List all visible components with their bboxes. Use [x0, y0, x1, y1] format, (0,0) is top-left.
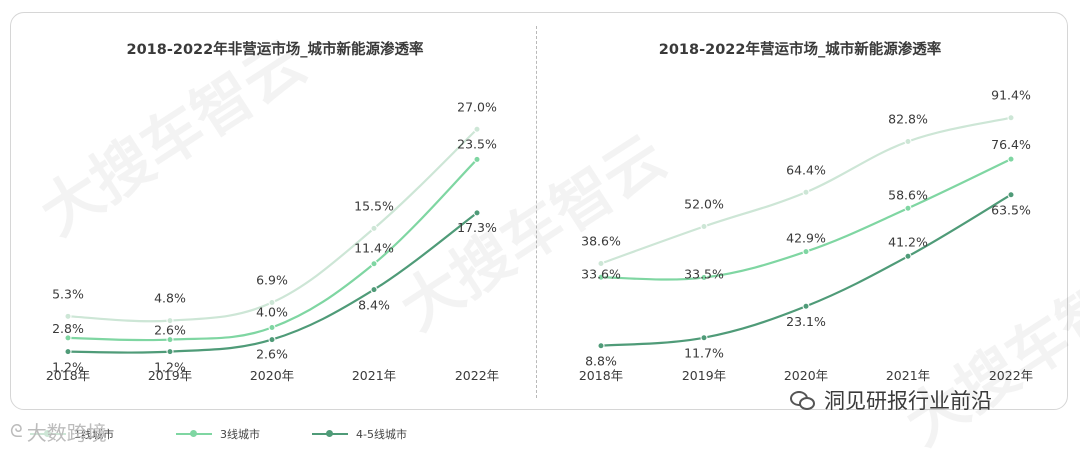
wechat-icon — [790, 389, 816, 411]
brand-right-text: 洞见研报行业前沿 — [824, 389, 992, 413]
x-tick-label-1-4: 2022年 — [989, 368, 1033, 383]
x-tick-label-0-4: 2022年 — [455, 368, 499, 383]
data-point-tier1-0-2 — [268, 299, 276, 307]
data-point-tier3-0-3 — [370, 260, 378, 268]
x-tick-label-0-2: 2020年 — [250, 368, 294, 383]
data-label-tier1-1-1: 52.0% — [684, 196, 724, 211]
data-label-tier3-1-2: 42.9% — [786, 231, 826, 246]
data-point-tier45-1-1 — [700, 334, 708, 342]
data-label-tier45-1-1: 11.7% — [684, 346, 724, 361]
data-point-tier45-1-2 — [802, 302, 810, 310]
data-point-tier1-1-3 — [904, 137, 912, 145]
brand-logo-icon: ᘓ — [10, 421, 23, 442]
series-line-tier3-0 — [67, 158, 478, 342]
data-label-tier3-1-1: 33.5% — [684, 267, 724, 282]
chart-panel-1: 38.6% 52.0% 64.4% 82.8% 91.4% 33.6% 33.5% 42.9%… — [579, 88, 1033, 383]
legend-label-tier45: 4-5线城市 — [356, 428, 407, 441]
legend-swatch-tier3 — [176, 430, 212, 437]
data-point-tier3-0-0 — [64, 334, 72, 342]
data-point-tier1-0-4 — [473, 125, 481, 133]
chart-title-non-operating: 2018-2022年非营运市场_城市新能源渗透率 — [126, 42, 424, 58]
data-point-tier45-0-2 — [268, 336, 276, 344]
data-label-tier1-0-4: 27.0% — [457, 99, 497, 114]
data-point-tier3-0-1 — [166, 336, 174, 344]
data-label-tier1-0-1: 4.8% — [154, 291, 186, 306]
data-label-tier1-1-4: 91.4% — [991, 88, 1031, 103]
data-label-tier3-0-3: 11.4% — [354, 241, 394, 256]
data-label-tier45-0-1: 1.2% — [154, 360, 186, 375]
brand-left-text: 大数跨境 — [26, 421, 107, 445]
data-point-tier1-0-0 — [64, 312, 72, 320]
data-label-tier3-0-4: 23.5% — [457, 136, 497, 151]
data-label-tier3-1-3: 58.6% — [888, 187, 928, 202]
chart-frame — [10, 12, 1068, 410]
data-label-tier45-0-0: 1.2% — [52, 360, 84, 375]
x-tick-label-0-1: 2019年 — [148, 368, 192, 383]
data-label-tier45-0-3: 8.4% — [358, 298, 390, 313]
data-point-tier45-0-0 — [64, 348, 72, 356]
x-tick-label-1-2: 2020年 — [784, 368, 828, 383]
brand-watermark-left: ᘓ 大数跨境 — [10, 417, 107, 446]
x-tick-label-1-0: 2018年 — [579, 368, 623, 383]
data-point-tier45-0-1 — [166, 348, 174, 356]
data-point-tier3-1-0 — [597, 273, 605, 281]
data-point-tier3-0-2 — [268, 324, 276, 332]
data-label-tier1-1-3: 82.8% — [888, 111, 928, 126]
chart-panel-0: 5.3% 4.8% 6.9% 15.5% 27.0% 2.8% 2.6% 4.0% 11.4% 2… — [46, 99, 499, 383]
data-point-tier45-1-4 — [1007, 191, 1015, 199]
data-label-tier45-1-3: 41.2% — [888, 234, 928, 249]
data-point-tier45-0-3 — [370, 286, 378, 294]
chart-title-operating: 2018-2022年营运市场_城市新能源渗透率 — [658, 42, 942, 58]
data-label-tier45-1-4: 63.5% — [991, 203, 1031, 218]
data-label-tier1-0-0: 5.3% — [52, 286, 84, 301]
data-point-tier1-1-1 — [700, 222, 708, 230]
panel-divider — [536, 26, 537, 398]
data-point-tier3-1-4 — [1007, 155, 1015, 163]
brand-watermark-right: 洞见研报行业前沿 — [790, 385, 992, 415]
data-label-tier3-0-0: 2.8% — [52, 321, 84, 336]
data-point-tier1-0-3 — [370, 224, 378, 232]
data-point-tier3-0-4 — [473, 155, 481, 163]
legend-item-tier3: 3线城市 — [176, 424, 260, 444]
data-point-tier3-1-1 — [700, 274, 708, 282]
data-label-tier45-1-2: 23.1% — [786, 314, 826, 329]
data-label-tier45-0-4: 17.3% — [457, 220, 497, 235]
data-point-tier45-0-4 — [473, 209, 481, 217]
legend-label-tier1: 1线城市 — [74, 428, 114, 441]
data-point-tier1-0-1 — [166, 317, 174, 325]
legend-item-tier45: 4-5线城市 — [312, 424, 407, 444]
x-tick-label-0-3: 2021年 — [352, 368, 396, 383]
legend-label-tier3: 3线城市 — [220, 428, 260, 441]
x-tick-label-0-0: 2018年 — [46, 368, 90, 383]
data-label-tier45-1-0: 8.8% — [585, 354, 617, 369]
data-point-tier45-1-0 — [597, 342, 605, 350]
data-point-tier1-1-2 — [802, 188, 810, 196]
data-label-tier1-0-2: 6.9% — [256, 273, 288, 288]
legend-item-tier1: 1线城市 — [30, 424, 114, 444]
data-point-tier3-1-3 — [904, 204, 912, 212]
data-label-tier1-1-0: 38.6% — [581, 233, 621, 248]
data-label-tier1-0-3: 15.5% — [354, 198, 394, 213]
line-charts-svg: 5.3% 4.8% 6.9% 15.5% 27.0% 2.8% 2.6% 4.0% 11.4% 2… — [46, 88, 1033, 383]
data-point-tier3-1-2 — [802, 248, 810, 256]
x-tick-label-1-1: 2019年 — [682, 368, 726, 383]
data-point-tier45-1-3 — [904, 252, 912, 260]
data-label-tier1-1-2: 64.4% — [786, 162, 826, 177]
data-label-tier45-0-2: 2.6% — [256, 347, 288, 362]
legend-swatch-tier45 — [312, 430, 348, 437]
data-point-tier1-1-4 — [1007, 114, 1015, 122]
data-label-tier3-1-0: 33.6% — [581, 266, 621, 281]
data-point-tier1-1-0 — [597, 259, 605, 267]
legend-swatch-tier1 — [30, 430, 66, 437]
data-label-tier3-1-4: 76.4% — [991, 137, 1031, 152]
x-tick-label-1-3: 2021年 — [886, 368, 930, 383]
data-label-tier3-0-1: 2.6% — [154, 323, 186, 338]
data-label-tier3-0-2: 4.0% — [256, 305, 288, 320]
